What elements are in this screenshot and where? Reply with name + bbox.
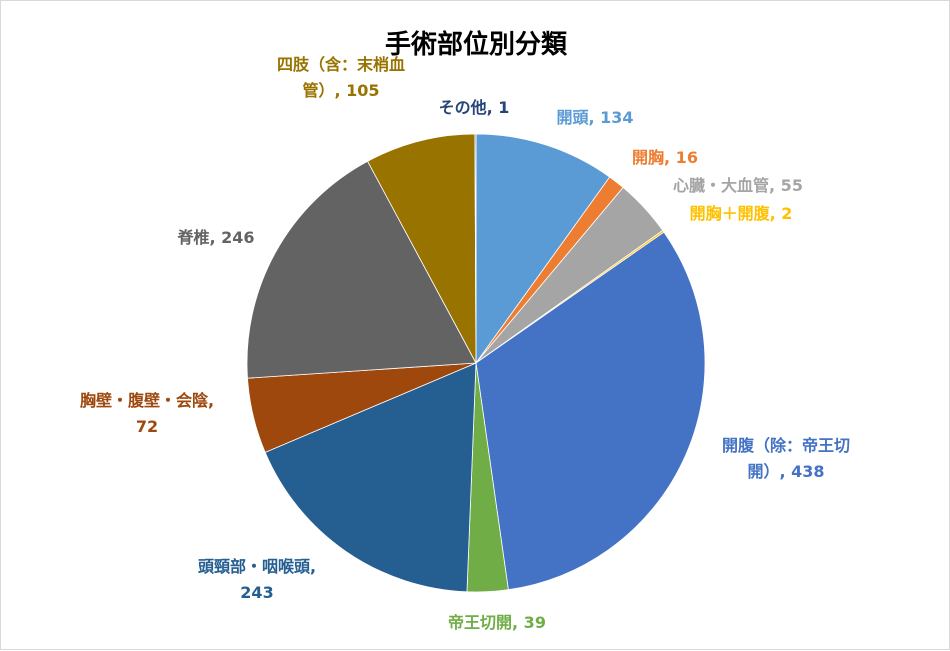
pie-data-label: 四肢（含：末梢血管）, 105: [277, 55, 405, 100]
pie-data-label: その他, 1: [439, 98, 510, 117]
pie-slice: [475, 231, 706, 591]
pie-data-label: 開胸, 16: [632, 148, 698, 167]
pie-slice: [474, 133, 477, 364]
pie-slice: [264, 362, 477, 593]
pie-slice: [475, 133, 611, 365]
pie-data-label: 開胸＋開腹, 2: [690, 204, 793, 223]
pie-slices: [246, 133, 706, 593]
pie-labels: 開頭, 134 開胸, 16 心臓・大血管, 55 開胸＋開腹, 2 開腹（除：帝王切開…: [80, 55, 850, 632]
pie-data-label: 開腹（除：帝王切開）, 438: [722, 436, 850, 481]
pie-data-label: 帝王切開, 39: [448, 613, 546, 632]
pie-data-label: 胸壁・腹壁・会陰, 72: [80, 391, 214, 436]
pie-data-label: 開頭, 134: [556, 108, 633, 127]
pie-slice: [367, 133, 477, 364]
pie-data-label: 頭頸部・咽喉頭, 243: [198, 557, 316, 602]
pie-slice: [246, 160, 477, 379]
pie-data-label: 脊椎, 246: [176, 228, 254, 247]
pie-data-label: 心臓・大血管, 55: [673, 176, 803, 195]
chart-title: 手術部位別分類: [385, 29, 568, 60]
